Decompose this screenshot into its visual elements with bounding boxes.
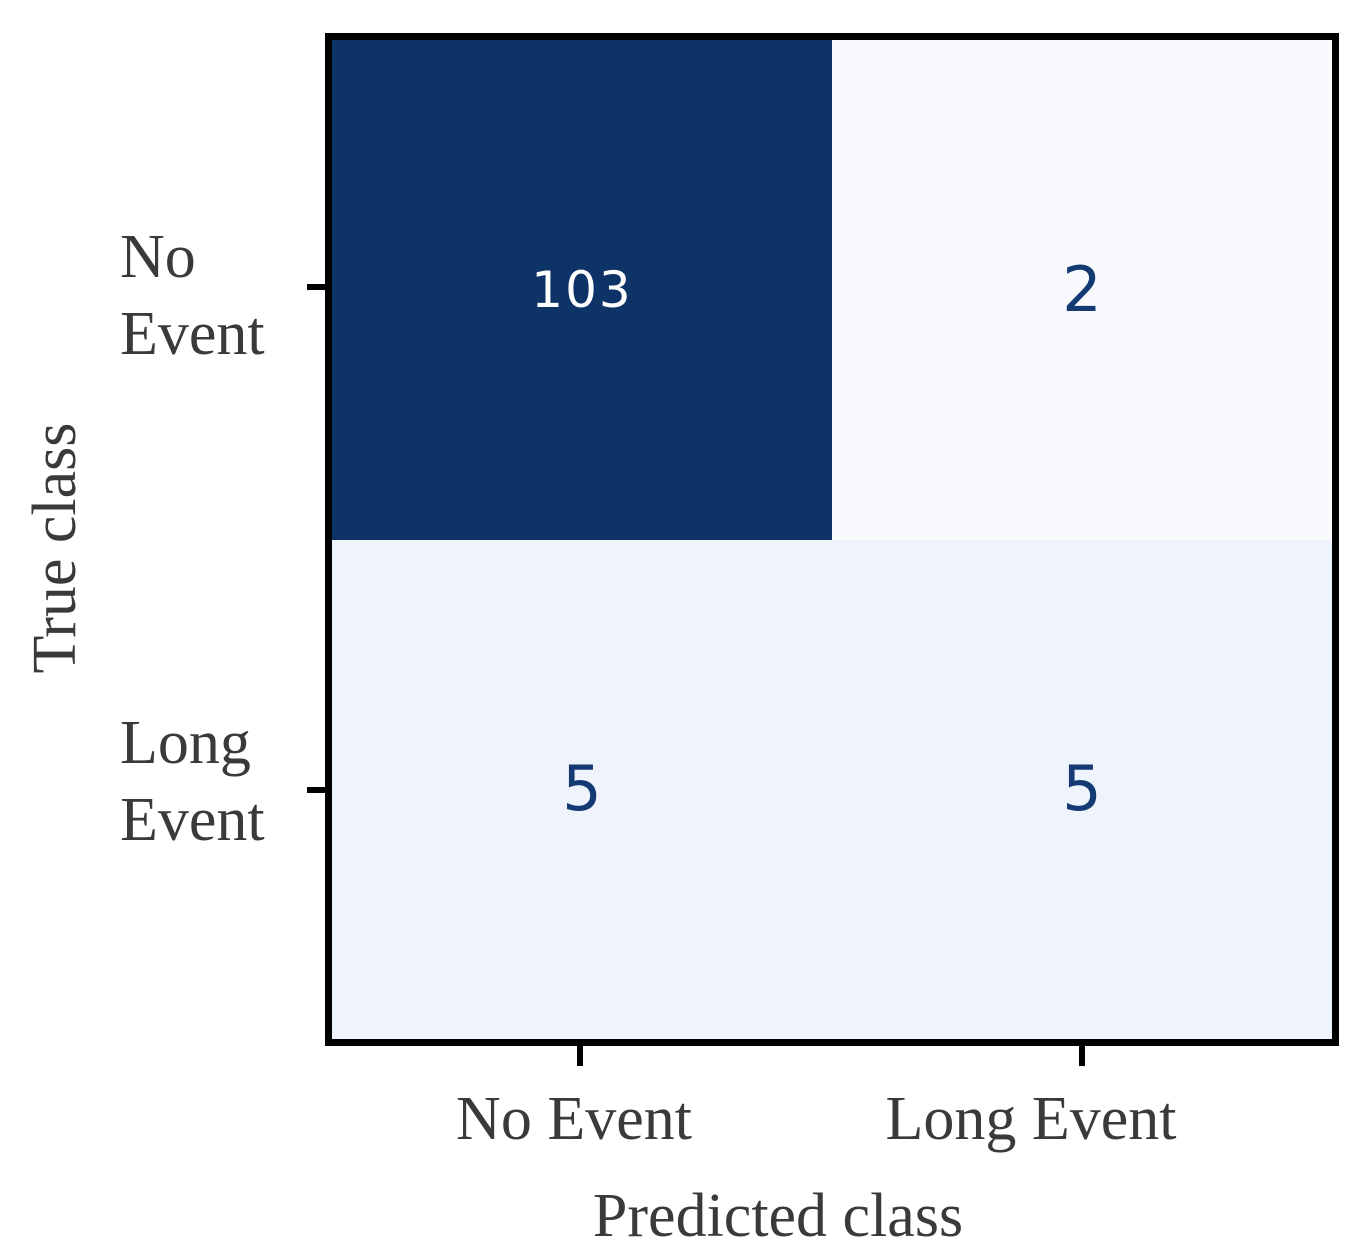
y-tick-mark-bottom xyxy=(307,787,326,793)
x-tick-label-long-event: Long Event xyxy=(885,1085,1177,1153)
cell-value: 5 xyxy=(562,752,602,826)
y-axis-title: True class xyxy=(21,422,89,674)
x-tick-mark-right xyxy=(1079,1045,1085,1066)
matrix-cell-true-long-pred-no: 5 xyxy=(332,539,832,1039)
x-axis-title: Predicted class xyxy=(592,1182,964,1250)
cell-value: 103 xyxy=(531,260,633,319)
heatmap-plot-area: 103 2 5 5 xyxy=(325,33,1339,1046)
y-tick-mark-top xyxy=(307,284,326,290)
cell-value: 2 xyxy=(1062,252,1102,326)
x-tick-label-no-event: No Event xyxy=(456,1085,692,1153)
y-tick-label-no-event: No Event xyxy=(120,223,265,368)
matrix-cell-true-long-pred-long: 5 xyxy=(832,539,1332,1039)
cell-value: 5 xyxy=(1062,752,1102,826)
x-tick-mark-left xyxy=(577,1045,583,1066)
matrix-cell-true-no-pred-no: 103 xyxy=(332,40,832,540)
matrix-cell-true-no-pred-long: 2 xyxy=(832,40,1332,540)
y-tick-label-long-event: Long Event xyxy=(120,709,265,854)
